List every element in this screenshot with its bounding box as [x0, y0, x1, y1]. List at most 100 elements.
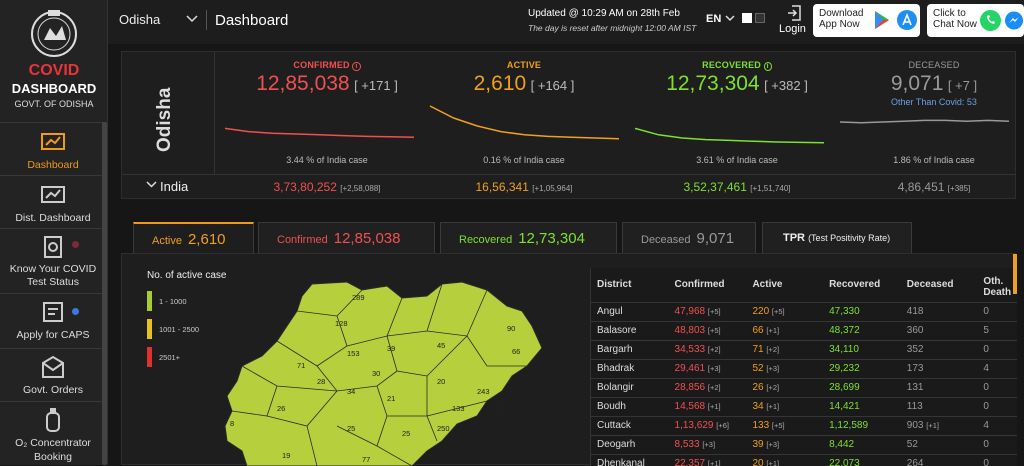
content-panel: No. of active case 1 - 1000 1001 - 2500 … — [121, 253, 1017, 466]
tab-active[interactable]: Active 2,610 — [133, 222, 254, 254]
login-icon[interactable] — [787, 5, 801, 21]
table-row[interactable]: Dhenkanal 22,357 [+1] 20 [+1] 22,073 264 0 — [591, 453, 1017, 466]
sidebar-item-dashboard[interactable]: Dashboard — [0, 122, 106, 174]
chevron-down-icon[interactable] — [186, 15, 198, 23]
language-selector[interactable]: EN — [706, 13, 722, 25]
col-district[interactable]: District — [597, 279, 632, 291]
cell-oth-death: 0 — [977, 434, 1017, 454]
sidebar-item-label: O₂ Concentrator Booking — [15, 437, 91, 463]
active-trend-line — [429, 105, 620, 140]
status-dot — [72, 241, 79, 248]
recovered-stat: RECOVERED i 12,73,304 [ +382 ] — [632, 60, 842, 96]
state-selector[interactable]: Odisha — [119, 12, 161, 27]
sidebar-item-o2-concentrator[interactable]: O₂ Concentrator Booking — [0, 401, 106, 465]
cell-district: Dhenkanal — [591, 453, 669, 466]
whatsapp-icon[interactable] — [979, 9, 1002, 32]
chevron-down-icon[interactable] — [146, 181, 157, 188]
map-label: 20 — [437, 377, 445, 386]
odisha-district-map[interactable]: 289 128 39 45 90 66 153 30 71 28 34 20 2… — [187, 276, 587, 466]
brand-dashboard: DASHBOARD — [11, 81, 97, 96]
map-label: 21 — [387, 394, 395, 403]
info-icon[interactable]: i — [352, 62, 361, 71]
table-header-row: District Confirmed Active Recovered Dece… — [591, 268, 1017, 302]
active-delta: [ +164 ] — [530, 78, 575, 93]
india-recovered: 3,52,37,461 [+1,51,740] — [632, 180, 842, 194]
orders-icon — [42, 355, 64, 378]
download-app-button[interactable]: Download App Now — [813, 4, 920, 37]
india-active-delta: [+1,05,964] — [532, 184, 573, 193]
table-row[interactable]: Bhadrak 29,461 [+3] 52 [+3] 29,232 173 4 — [591, 358, 1017, 378]
chat-line2: Chat Now — [933, 19, 977, 30]
table-row[interactable]: Deogarh 8,533 [+3] 39 [+3] 8,442 52 0 — [591, 434, 1017, 454]
tab-confirmed[interactable]: Confirmed 12,85,038 — [258, 222, 435, 254]
chat-button[interactable]: Click to Chat Now — [927, 4, 1024, 37]
confirmed-trend-line — [224, 127, 415, 138]
col-deceased[interactable]: Deceased — [906, 279, 954, 291]
sidebar-item-label: Apply for CAPS — [16, 329, 90, 341]
col-active[interactable]: Active — [752, 279, 783, 291]
confirmed-value: 12,85,038 — [256, 72, 350, 95]
cell-value: 29,461 — [674, 363, 706, 374]
sidebar-item-dist-dashboard[interactable]: Dist. Dashboard — [0, 175, 106, 227]
table-row[interactable]: Balasore 48,803 [+5] 66 [+1] 48,372 360 5 — [591, 320, 1017, 340]
cell-delta: [+2] — [766, 345, 780, 354]
tab-label: TPR — [783, 232, 805, 244]
panel-scroll-indicator[interactable] — [1013, 254, 1017, 294]
messenger-icon[interactable] — [1005, 9, 1023, 32]
info-icon[interactable]: i — [763, 62, 772, 71]
cell-delta: [+2] — [707, 345, 721, 354]
cell-active: 71 [+2] — [746, 339, 824, 359]
tab-tpr[interactable]: TPR (Test Positivity Rate) — [762, 222, 912, 254]
col-oth-death[interactable]: Oth. Death — [983, 275, 1012, 298]
col-confirmed[interactable]: Confirmed — [674, 279, 725, 291]
active-trend — [429, 105, 620, 140]
cell-active: 133 [+5] — [746, 415, 824, 435]
sidebar-item-test-status[interactable]: Know Your COVID Test Status — [0, 228, 106, 292]
india-label[interactable]: India — [160, 179, 189, 194]
tab-deceased[interactable]: Deceased 9,071 — [622, 222, 756, 254]
sidebar-item-caps[interactable]: Apply for CAPS — [0, 293, 106, 347]
col-recovered[interactable]: Recovered — [829, 279, 881, 291]
cell-value: 71 — [752, 344, 764, 355]
table-row[interactable]: Bolangir 28,856 [+2] 26 [+2] 28,699 131 0 — [591, 377, 1017, 397]
cell-confirmed: 48,803 [+5] — [668, 320, 747, 340]
cell-active: 66 [+1] — [746, 320, 824, 340]
table-row[interactable]: Bargarh 34,533 [+2] 71 [+2] 34,110 352 0 — [591, 339, 1017, 359]
active-stat: ACTIVE 2,610 [ +164 ] — [424, 60, 624, 96]
cell-active: 20 [+1] — [746, 453, 824, 466]
theme-dark-toggle[interactable] — [755, 13, 765, 23]
cell-deceased: 360 — [900, 320, 978, 340]
india-confirmed-delta: [+2,58,088] — [340, 184, 381, 193]
table-row[interactable]: Cuttack 1,13,629 [+6] 133 [+5] 1,12,589 903 … — [591, 415, 1017, 435]
map-label: 39 — [387, 344, 395, 353]
table-row[interactable]: Angul 47,968 [+5] 220 [+5] 47,330 418 0 — [591, 301, 1017, 321]
active-value: 2,610 — [473, 72, 527, 95]
map-label: 71 — [297, 361, 305, 370]
cell-confirmed: 8,533 [+3] — [668, 434, 747, 454]
tab-label: Active — [152, 235, 182, 247]
cell-value: 360 — [906, 325, 924, 336]
cell-delta: [+1] — [766, 326, 780, 335]
tab-recovered[interactable]: Recovered 12,73,304 — [440, 222, 617, 254]
status-dot — [72, 308, 79, 315]
chevron-down-icon[interactable] — [725, 15, 735, 22]
legend-title: No. of active case — [147, 270, 227, 281]
tab-value: 2,610 — [187, 231, 226, 248]
app-store-icon[interactable] — [896, 9, 918, 31]
cell-deceased: 903 [+1] — [900, 415, 978, 435]
table-row[interactable]: Boudh 14,568 [+1] 34 [+1] 14,421 113 0 — [591, 396, 1017, 416]
login-button[interactable]: Login — [779, 23, 806, 35]
cell-recovered: 1,12,589 — [823, 415, 901, 435]
cell-delta: [+3] — [766, 440, 780, 449]
sidebar-scrollbar[interactable] — [102, 122, 107, 465]
tab-sub: (Test Positivity Rate) — [808, 233, 891, 243]
cell-oth-death: 4 — [977, 415, 1017, 435]
google-play-icon[interactable] — [871, 9, 893, 31]
district-table-container: District Confirmed Active Recovered Dece… — [590, 268, 1017, 466]
sidebar-item-govt-orders[interactable]: Govt. Orders — [0, 348, 106, 400]
cell-delta: [+2] — [766, 383, 780, 392]
theme-light-toggle[interactable] — [742, 13, 752, 23]
confirmed-label: CONFIRMED — [293, 60, 350, 70]
cell-value: 418 — [906, 306, 924, 317]
cell-deceased: 418 — [900, 301, 978, 321]
